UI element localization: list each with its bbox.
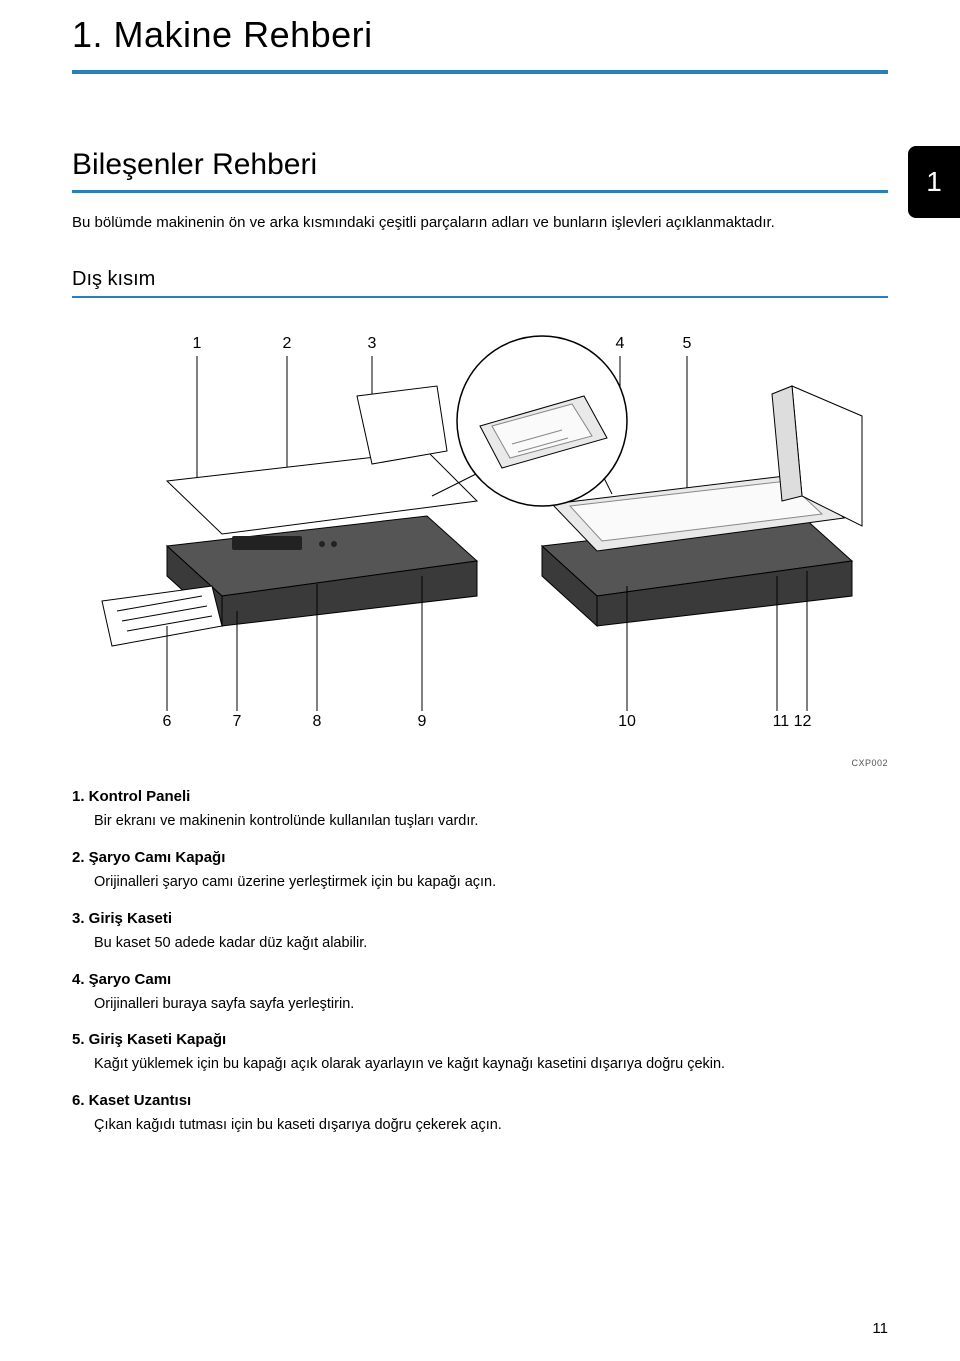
callout-3: 3 (368, 335, 377, 352)
section-intro: Bu bölümde makinenin ön ve arka kısmında… (72, 211, 888, 234)
section-title: Bileşenler Rehberi (72, 148, 888, 193)
definition-item: 6. Kaset Uzantısı Çıkan kağıdı tutması i… (72, 1092, 888, 1137)
chapter-title: 1. Makine Rehberi (72, 0, 888, 74)
callout-4: 4 (616, 335, 625, 352)
definition-term: 6. Kaset Uzantısı (72, 1092, 888, 1109)
chapter-badge: 1 (908, 146, 960, 218)
callout-7: 7 (233, 713, 242, 730)
definition-term: 3. Giriş Kaseti (72, 910, 888, 927)
callout-5: 5 (683, 335, 692, 352)
definition-desc: Orijinalleri şaryo camı üzerine yerleşti… (72, 872, 888, 894)
definition-desc: Bir ekranı ve makinenin kontrolünde kull… (72, 811, 888, 833)
definition-term: 4. Şaryo Camı (72, 971, 888, 988)
callout-8: 8 (313, 713, 322, 730)
callout-6: 6 (163, 713, 172, 730)
page-number: 11 (872, 1320, 888, 1337)
definition-term: 1. Kontrol Paneli (72, 788, 888, 805)
callout-1: 1 (193, 335, 202, 352)
definition-list: 1. Kontrol Paneli Bir ekranı ve makineni… (72, 788, 888, 1137)
definition-desc: Orijinalleri buraya sayfa sayfa yerleşti… (72, 994, 888, 1016)
definition-desc: Kağıt yüklemek için bu kapağı açık olara… (72, 1054, 888, 1076)
definition-term: 2. Şaryo Camı Kapağı (72, 849, 888, 866)
definition-item: 5. Giriş Kaseti Kapağı Kağıt yüklemek iç… (72, 1031, 888, 1076)
callout-2: 2 (283, 335, 292, 352)
figure-code: CXP002 (72, 758, 888, 768)
callout-10: 10 (618, 713, 636, 730)
callout-9: 9 (418, 713, 427, 730)
figure: 1 2 3 4 5 (72, 326, 888, 756)
definition-item: 3. Giriş Kaseti Bu kaset 50 adede kadar … (72, 910, 888, 955)
callout-1112: 11 12 (773, 713, 812, 730)
definition-term: 5. Giriş Kaseti Kapağı (72, 1031, 888, 1048)
definition-item: 4. Şaryo Camı Orijinalleri buraya sayfa … (72, 971, 888, 1016)
detail-circle (432, 336, 627, 506)
definition-item: 1. Kontrol Paneli Bir ekranı ve makineni… (72, 788, 888, 833)
definition-item: 2. Şaryo Camı Kapağı Orijinalleri şaryo … (72, 849, 888, 894)
subsection-title: Dış kısım (72, 268, 888, 298)
definition-desc: Çıkan kağıdı tutması için bu kaseti dışa… (72, 1115, 888, 1137)
printer-diagram: 1 2 3 4 5 (72, 326, 888, 756)
definition-desc: Bu kaset 50 adede kadar düz kağıt alabil… (72, 933, 888, 955)
printer-left (102, 386, 477, 646)
